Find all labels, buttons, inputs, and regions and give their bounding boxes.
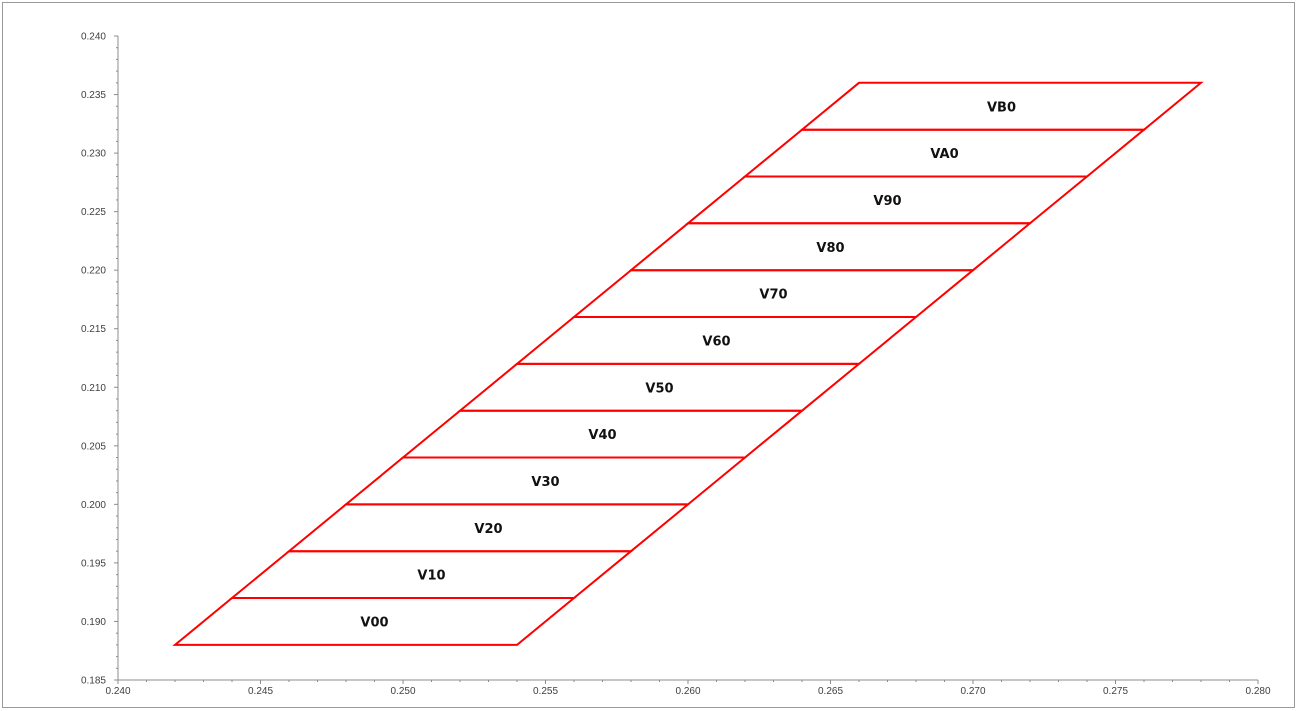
x-tick-label: 0.275 bbox=[1103, 686, 1128, 697]
y-tick-label: 0.215 bbox=[81, 324, 106, 335]
chart-svg: 0.185 0.190 0.195 0.200 0.205 0.210 0.215 0.220… bbox=[81, 32, 1271, 698]
bin-label: V70 bbox=[759, 288, 787, 303]
bin-shape-vb0 bbox=[799, 81, 1204, 131]
bin-label: V80 bbox=[816, 241, 844, 256]
bin-shapes bbox=[172, 81, 1204, 646]
y-tick-label: 0.200 bbox=[81, 500, 106, 511]
bin-label: V00 bbox=[360, 616, 388, 631]
x-tick-label: 0.270 bbox=[960, 686, 985, 697]
axes: 0.185 0.190 0.195 0.200 0.205 0.210 0.215 0.220… bbox=[81, 32, 1271, 698]
bin-label: V90 bbox=[873, 194, 901, 209]
bin-labels: V00 V10 V20 V30 V40 V50 V60 V70 V80 V90 VA0 VB0 bbox=[360, 100, 1016, 630]
x-tick-label: 0.245 bbox=[248, 686, 273, 697]
y-tick-label: 0.240 bbox=[81, 32, 106, 43]
y-tick-label: 0.195 bbox=[81, 558, 106, 569]
x-tick-label: 0.280 bbox=[1245, 686, 1270, 697]
y-tick-label: 0.220 bbox=[81, 266, 106, 277]
bin-label: V30 bbox=[531, 475, 559, 490]
x-tick-label: 0.260 bbox=[675, 686, 700, 697]
x-tick-label: 0.250 bbox=[390, 686, 415, 697]
y-tick-label: 0.185 bbox=[81, 676, 106, 687]
bin-label: V50 bbox=[645, 381, 673, 396]
y-tick-label: 0.225 bbox=[81, 207, 106, 218]
y-tick-label: 0.205 bbox=[81, 441, 106, 452]
bin-label: VB0 bbox=[987, 100, 1016, 115]
y-tick-label: 0.230 bbox=[81, 149, 106, 160]
bin-label: V20 bbox=[474, 522, 502, 537]
x-tick-label: 0.255 bbox=[533, 686, 558, 697]
x-tick-label: 0.265 bbox=[818, 686, 843, 697]
y-tick-label: 0.190 bbox=[81, 617, 106, 628]
x-tick-label: 0.240 bbox=[105, 686, 130, 697]
bin-label: V40 bbox=[588, 428, 616, 443]
bin-label: V10 bbox=[417, 569, 445, 584]
bin-label: V60 bbox=[702, 334, 730, 349]
bin-label: VA0 bbox=[930, 147, 958, 162]
y-tick-label: 0.210 bbox=[81, 383, 106, 394]
y-tick-label: 0.235 bbox=[81, 90, 106, 101]
